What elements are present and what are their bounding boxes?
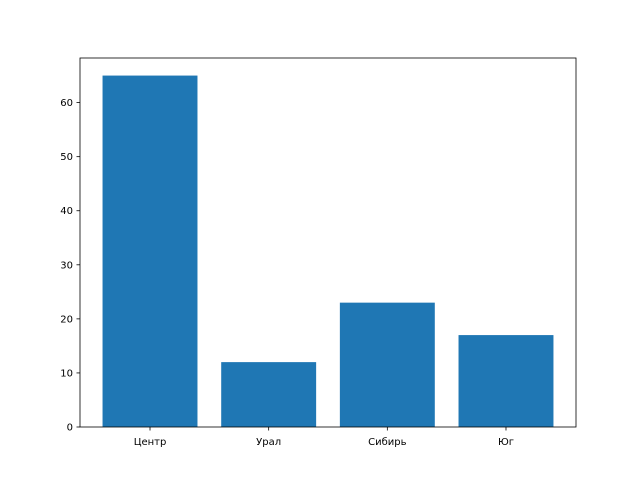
y-tick-label: 60 <box>60 98 73 109</box>
y-tick-label: 40 <box>60 206 73 217</box>
y-tick-label: 20 <box>60 314 73 325</box>
x-axis: Центр Урал Сибирь Юг <box>134 427 514 448</box>
bar-Урал <box>221 362 317 427</box>
bar-Центр <box>102 75 198 428</box>
y-tick-label: 30 <box>60 260 73 271</box>
x-tick-label: Юг <box>498 437 514 448</box>
y-tick-label: 50 <box>60 152 73 163</box>
x-tick-label: Сибирь <box>368 437 406 448</box>
bar-Сибирь <box>339 302 435 427</box>
y-axis: 0 10 20 30 40 50 60 <box>60 98 80 434</box>
bar-Юг <box>458 335 554 427</box>
y-tick-label: 0 <box>67 423 73 434</box>
x-tick-label: Урал <box>256 437 281 448</box>
bars <box>102 75 554 428</box>
y-tick-label: 10 <box>60 368 73 379</box>
x-tick-label: Центр <box>134 437 167 448</box>
axes-frame <box>79 57 577 428</box>
